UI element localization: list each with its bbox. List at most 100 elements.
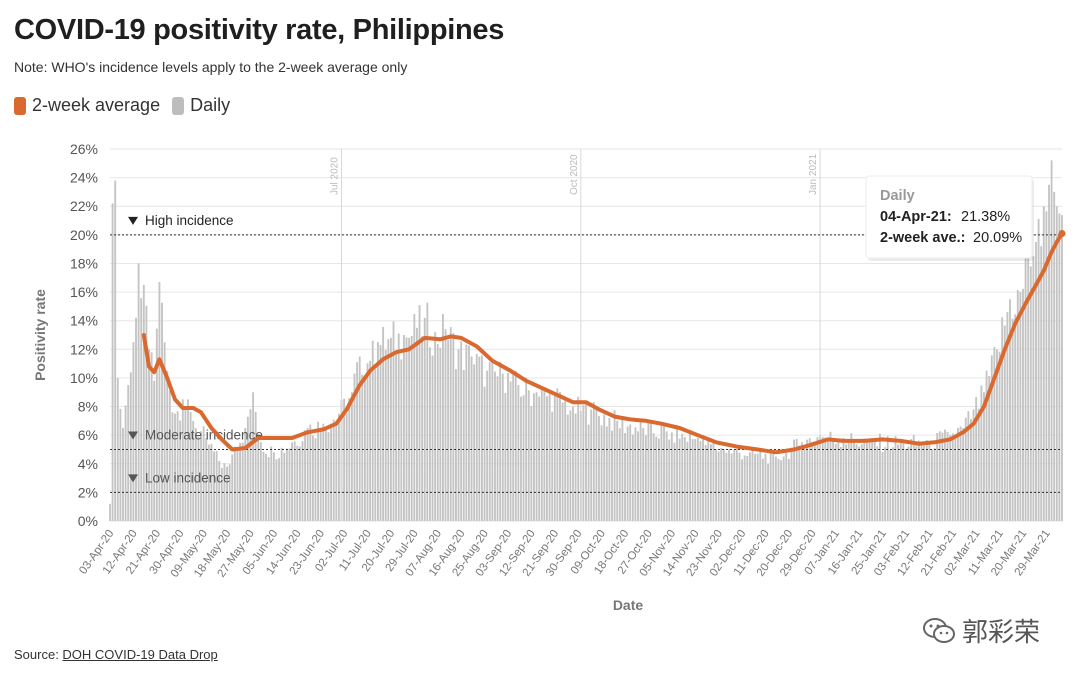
daily-bar (233, 446, 236, 521)
y-tick-label: 22% (70, 198, 98, 214)
triangle-down-icon (128, 431, 138, 440)
y-tick-label: 24% (70, 170, 98, 186)
daily-bar (824, 437, 827, 521)
daily-bar (257, 433, 260, 521)
daily-bar (197, 436, 200, 521)
daily-bar (137, 263, 140, 521)
y-axis: 0% 2% 4% 6% 8% 10% 12% 14% 16% 18% 20% 22% 24% 26% (70, 141, 98, 529)
y-tick-label: 14% (70, 313, 98, 329)
daily-bar (918, 440, 920, 521)
daily-bar (1006, 312, 1009, 521)
y-tick-label: 20% (70, 227, 98, 243)
y-tick-label: 4% (78, 456, 98, 472)
daily-bar (546, 396, 548, 521)
daily-bar (751, 446, 754, 521)
daily-bar (218, 460, 221, 521)
daily-bar (496, 376, 499, 521)
daily-bar (668, 439, 671, 521)
daily-bar (748, 452, 751, 521)
daily-bar (124, 405, 127, 521)
daily-bar (902, 439, 905, 521)
daily-bar (876, 446, 879, 521)
daily-bar (504, 393, 507, 521)
daily-bar (366, 363, 369, 521)
daily-bar (798, 445, 801, 521)
daily-bar (512, 370, 515, 521)
daily-bar (293, 441, 296, 521)
daily-bar (252, 392, 254, 521)
daily-bar (587, 424, 590, 521)
daily-bar (808, 438, 811, 521)
daily-bar (702, 435, 704, 521)
daily-bar (246, 416, 249, 521)
daily-bar (426, 302, 429, 521)
daily-bar (800, 442, 803, 521)
daily-bar (361, 374, 364, 521)
daily-bar (317, 421, 320, 521)
daily-bar (936, 432, 939, 521)
daily-bar (431, 355, 434, 521)
daily-bar (259, 442, 262, 521)
legend-item-2-week-average[interactable]: 2-week average (14, 95, 160, 116)
daily-bar (631, 434, 634, 521)
daily-bar (590, 409, 593, 521)
daily-bar (278, 458, 281, 521)
daily-bar (865, 441, 868, 521)
daily-bar (530, 406, 533, 521)
daily-bar (683, 437, 686, 521)
daily-bar (938, 431, 941, 521)
daily-bar (384, 350, 387, 521)
daily-bar (285, 448, 288, 521)
daily-bar (1058, 213, 1061, 521)
daily-bar (860, 444, 863, 521)
daily-bar (270, 446, 273, 521)
source-link[interactable]: DOH COVID-19 Data Drop (62, 647, 218, 662)
positivity-chart: Jul 2020 Oct 2020 Jan 2021 High incidence M… (32, 141, 1066, 613)
daily-bar (983, 392, 985, 521)
daily-bar (1011, 318, 1014, 521)
daily-bar (816, 437, 819, 521)
daily-bar (371, 340, 374, 521)
watermark-text: 郭彩荣 (962, 617, 1041, 647)
threshold-label: High incidence (145, 213, 234, 228)
daily-bar (140, 298, 143, 521)
daily-bar (442, 313, 444, 521)
daily-bar (356, 362, 359, 521)
daily-bar (985, 370, 988, 521)
daily-bar (1032, 256, 1035, 521)
daily-bar (449, 327, 452, 521)
daily-bar (483, 386, 486, 521)
incidence-thresholds: High incidence Moderate incidence Low inci… (110, 213, 1062, 493)
daily-bar (1022, 288, 1024, 521)
legend-swatch-daily (172, 96, 185, 115)
legend-item-daily[interactable]: Daily (172, 95, 230, 116)
tooltip-box (865, 175, 1033, 259)
daily-bar (358, 356, 361, 521)
daily-bar (629, 424, 632, 521)
daily-bar (481, 355, 483, 521)
daily-bar (301, 441, 304, 521)
daily-bar (1035, 242, 1037, 521)
daily-bar (543, 388, 546, 521)
daily-bar (429, 347, 431, 521)
daily-bar (964, 417, 967, 521)
triangle-down-icon (128, 216, 138, 225)
y-tick-label: 10% (70, 370, 98, 386)
daily-bar (998, 351, 1001, 521)
daily-bar (408, 337, 411, 521)
daily-bar (1037, 219, 1040, 521)
daily-bar (741, 459, 743, 521)
daily-bar (717, 451, 720, 521)
daily-bar (795, 439, 798, 521)
daily-bar (166, 370, 169, 521)
daily-bar (670, 432, 673, 521)
daily-bar (244, 428, 247, 521)
daily-bar (962, 428, 965, 521)
month-marker-label: Jul 2020 (329, 157, 340, 195)
daily-bar (577, 396, 580, 521)
daily-bar (478, 356, 481, 521)
daily-bar (660, 425, 663, 521)
daily-bar (944, 429, 946, 521)
daily-bar (868, 440, 871, 521)
daily-bar (928, 440, 931, 521)
